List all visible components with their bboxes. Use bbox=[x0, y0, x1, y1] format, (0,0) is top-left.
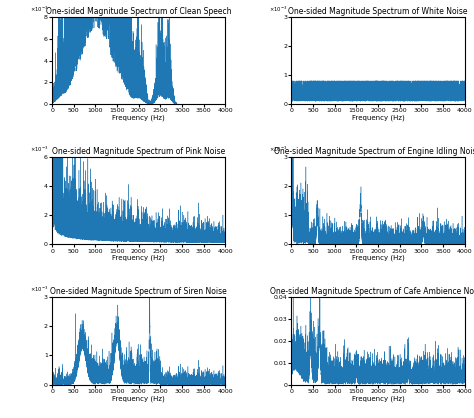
Title: One-sided Magnitude Spectrum of Cafe Ambience Noise: One-sided Magnitude Spectrum of Cafe Amb… bbox=[271, 287, 474, 296]
Title: One-sided Magnitude Spectrum of Clean Speech: One-sided Magnitude Spectrum of Clean Sp… bbox=[46, 7, 231, 16]
X-axis label: Frequency (Hz): Frequency (Hz) bbox=[352, 395, 404, 402]
X-axis label: Frequency (Hz): Frequency (Hz) bbox=[352, 255, 404, 262]
X-axis label: Frequency (Hz): Frequency (Hz) bbox=[352, 115, 404, 121]
Title: One-sided Magnitude Spectrum of Pink Noise: One-sided Magnitude Spectrum of Pink Noi… bbox=[52, 147, 226, 156]
Text: $\times10^{-3}$: $\times10^{-3}$ bbox=[269, 145, 287, 154]
Text: $\times10^{-3}$: $\times10^{-3}$ bbox=[29, 145, 48, 154]
Title: One-sided Magnitude Spectrum of Engine Idling Noise: One-sided Magnitude Spectrum of Engine I… bbox=[274, 147, 474, 156]
Title: One-sided Magnitude Spectrum of White Noise: One-sided Magnitude Spectrum of White No… bbox=[288, 7, 468, 16]
Text: $\times10^{-3}$: $\times10^{-3}$ bbox=[29, 5, 48, 14]
Text: $\times10^{-3}$: $\times10^{-3}$ bbox=[29, 285, 48, 294]
X-axis label: Frequency (Hz): Frequency (Hz) bbox=[112, 255, 165, 262]
X-axis label: Frequency (Hz): Frequency (Hz) bbox=[112, 115, 165, 121]
Title: One-sided Magnitude Spectrum of Siren Noise: One-sided Magnitude Spectrum of Siren No… bbox=[50, 287, 227, 296]
X-axis label: Frequency (Hz): Frequency (Hz) bbox=[112, 395, 165, 402]
Text: $\times10^{-3}$: $\times10^{-3}$ bbox=[269, 5, 287, 14]
